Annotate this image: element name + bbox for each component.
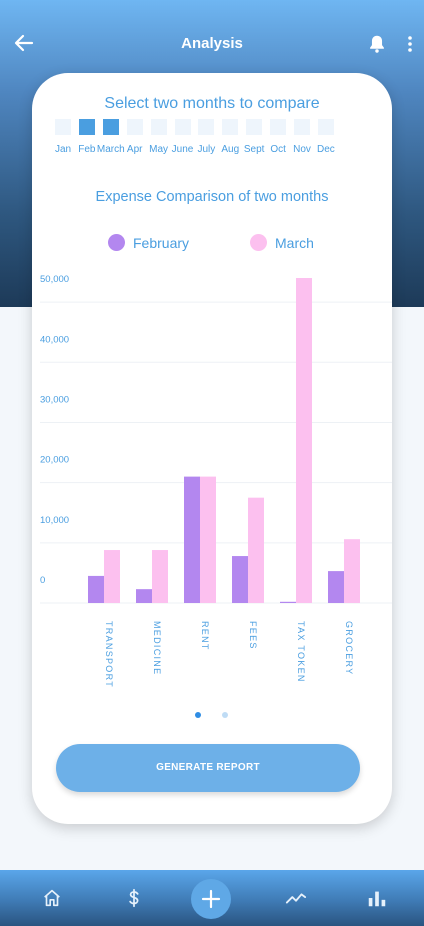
legend-march-swatch — [250, 234, 267, 251]
y-tick-label: 40,000 — [40, 334, 69, 345]
analysis-card: Select two months to compare Jan Feb March… — [32, 73, 392, 824]
month-label-dec[interactable]: Dec — [316, 144, 335, 155]
x-category-label: TRANSPORT — [104, 621, 114, 688]
x-category-label: MEDICINE — [152, 621, 162, 675]
page-dot-2[interactable] — [222, 712, 228, 718]
month-box-sept[interactable] — [246, 119, 263, 135]
bell-icon[interactable] — [366, 33, 388, 55]
month-label-may[interactable]: May — [149, 144, 169, 155]
month-label-oct[interactable]: Oct — [270, 144, 286, 155]
bar-march-medicine — [152, 550, 168, 603]
y-tick-label: 50,000 — [40, 274, 69, 285]
bar-march-fees — [248, 497, 264, 603]
page-dot-1[interactable] — [195, 712, 201, 718]
month-box-feb[interactable] — [78, 119, 95, 135]
month-box-nov[interactable] — [294, 119, 310, 135]
month-label-june[interactable]: June — [171, 144, 194, 155]
month-box-jan[interactable] — [55, 119, 71, 135]
bar-february-fees — [232, 556, 248, 603]
month-box-aug[interactable] — [222, 119, 239, 135]
month-box-oct[interactable] — [270, 119, 287, 135]
trend-icon[interactable] — [285, 887, 307, 909]
add-button[interactable] — [191, 879, 231, 919]
y-tick-label: 20,000 — [40, 455, 69, 466]
x-category-label: FEES — [248, 621, 258, 650]
y-tick-label: 10,000 — [40, 515, 69, 526]
legend-february-label: February — [133, 235, 190, 251]
month-box-june[interactable] — [174, 119, 191, 135]
expense-bar-chart: 0 10,000 20,000 30,000 40,000 50,000 TRANSPORT… — [40, 274, 392, 688]
dollar-icon[interactable] — [123, 887, 145, 909]
y-tick-label: 0 — [40, 575, 45, 586]
y-tick-label: 30,000 — [40, 394, 69, 405]
month-label-july[interactable]: July — [197, 144, 216, 155]
legend-february-swatch — [108, 234, 125, 251]
legend-march-label: March — [275, 235, 314, 251]
x-category-label: TAX TOKEN — [296, 621, 306, 683]
bar-march-rent — [200, 476, 216, 603]
bar-february-rent — [184, 476, 200, 603]
bar-chart-icon[interactable] — [366, 887, 388, 909]
bar-february-tax-token — [280, 601, 296, 603]
bar-march-tax-token — [296, 278, 312, 603]
month-label-apr[interactable]: Apr — [126, 144, 143, 155]
month-box-july[interactable] — [198, 119, 215, 135]
month-box-dec[interactable] — [317, 119, 334, 135]
month-box-may[interactable] — [150, 119, 167, 135]
x-category-label: GROCERY — [344, 621, 354, 675]
more-vertical-icon[interactable] — [401, 33, 419, 55]
month-label-feb[interactable]: Feb — [78, 144, 96, 155]
x-category-label: RENT — [200, 621, 210, 651]
month-selector-heading: Select two months to compare — [104, 95, 320, 112]
generate-report-button[interactable]: GENERATE REPORT — [56, 744, 360, 792]
month-label-sept[interactable]: Sept — [243, 144, 265, 155]
bar-march-transport — [104, 550, 120, 603]
bar-february-grocery — [328, 571, 344, 603]
month-box-apr[interactable] — [126, 119, 143, 135]
bar-february-medicine — [136, 589, 152, 603]
month-label-march[interactable]: March — [96, 144, 125, 155]
month-label-nov[interactable]: Nov — [293, 144, 311, 155]
back-arrow-icon[interactable] — [12, 31, 36, 55]
month-box-march[interactable] — [102, 119, 119, 135]
bar-february-transport — [88, 575, 104, 603]
chart-title: Expense Comparison of two months — [95, 189, 329, 205]
bar-march-grocery — [344, 539, 360, 603]
add-icon — [201, 889, 221, 909]
month-label-aug[interactable]: Aug — [221, 144, 240, 155]
home-icon[interactable] — [41, 887, 63, 909]
bottom-nav — [0, 870, 424, 926]
page-title: Analysis — [181, 35, 243, 52]
month-label-jan[interactable]: Jan — [54, 144, 72, 155]
